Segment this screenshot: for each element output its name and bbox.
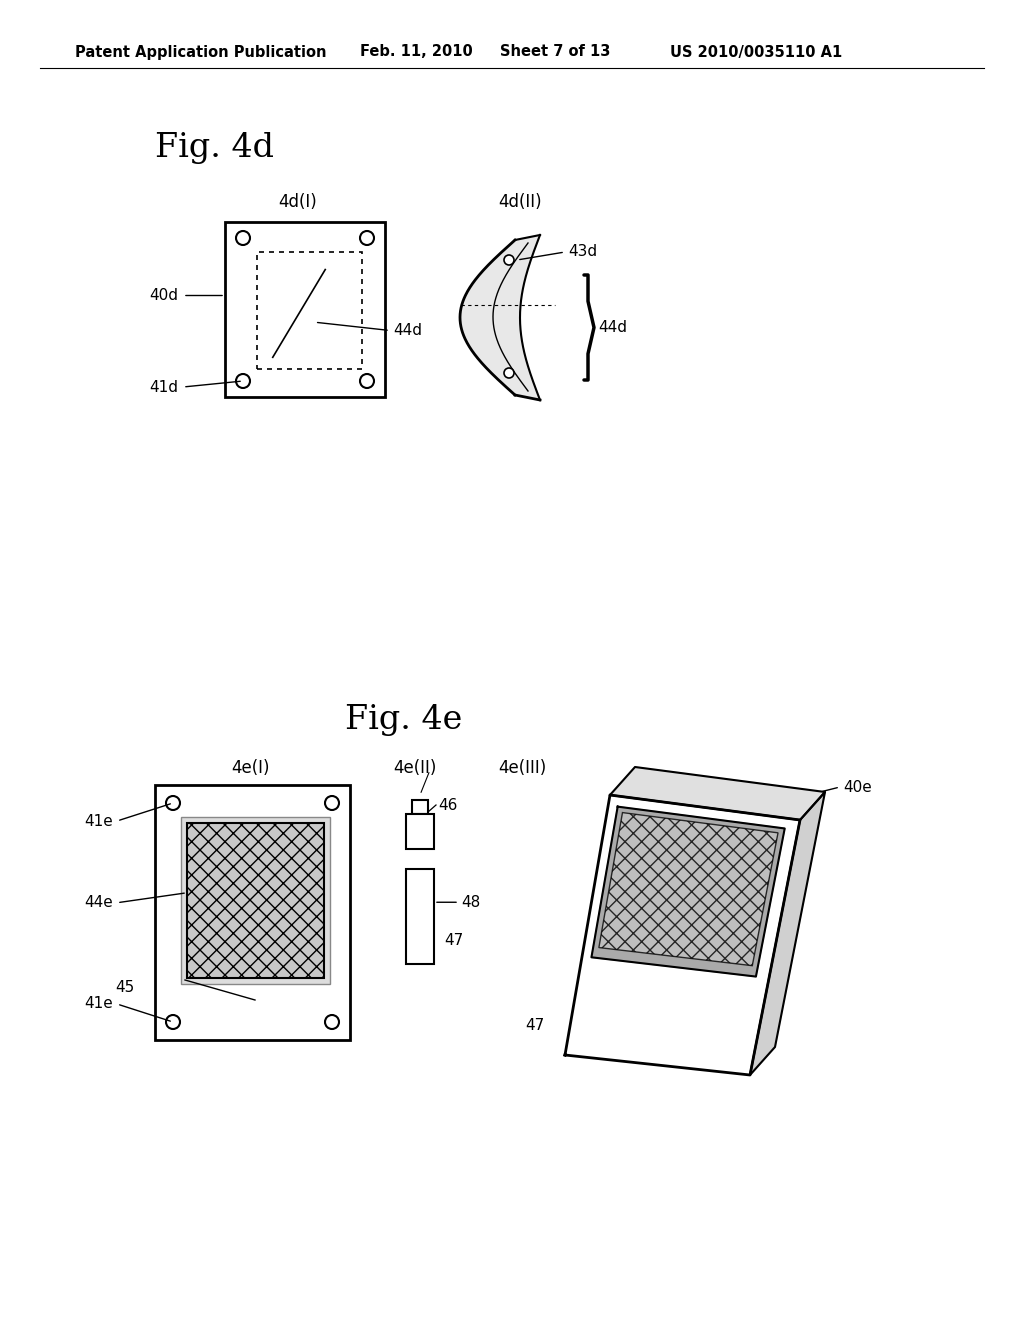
Text: 41e: 41e: [84, 813, 113, 829]
Text: Feb. 11, 2010: Feb. 11, 2010: [360, 45, 473, 59]
Circle shape: [325, 796, 339, 810]
Circle shape: [504, 368, 514, 378]
Text: 47: 47: [444, 933, 463, 948]
Text: 43d: 43d: [568, 244, 597, 260]
Text: 40d: 40d: [150, 288, 178, 304]
Text: 45: 45: [116, 981, 135, 995]
Text: 44e: 44e: [84, 895, 113, 911]
Circle shape: [504, 255, 514, 265]
Text: 44d: 44d: [598, 319, 627, 335]
Text: Fig. 4d: Fig. 4d: [155, 132, 274, 164]
Polygon shape: [460, 235, 540, 400]
Text: 48: 48: [461, 895, 480, 909]
Bar: [257, 252, 362, 370]
Text: 41e: 41e: [84, 997, 113, 1011]
Text: Fig. 4e: Fig. 4e: [345, 704, 463, 737]
Circle shape: [166, 796, 180, 810]
Text: 4e(III): 4e(III): [498, 759, 546, 777]
Circle shape: [236, 231, 250, 246]
Text: 46: 46: [438, 797, 458, 813]
Text: 4e(II): 4e(II): [393, 759, 436, 777]
Bar: [406, 869, 434, 964]
Bar: [187, 822, 324, 978]
Text: 40e: 40e: [843, 780, 871, 795]
Bar: [155, 785, 350, 1040]
Polygon shape: [565, 795, 800, 1074]
Text: 4e(I): 4e(I): [230, 759, 269, 777]
Circle shape: [166, 1015, 180, 1030]
Text: Patent Application Publication: Patent Application Publication: [75, 45, 327, 59]
Bar: [412, 800, 428, 814]
Polygon shape: [599, 813, 778, 966]
Text: 4d(II): 4d(II): [499, 193, 542, 211]
Text: 41d: 41d: [150, 380, 178, 395]
Text: Sheet 7 of 13: Sheet 7 of 13: [500, 45, 610, 59]
Polygon shape: [592, 807, 784, 977]
Circle shape: [360, 231, 374, 246]
Polygon shape: [750, 792, 825, 1074]
Circle shape: [360, 374, 374, 388]
Polygon shape: [599, 813, 778, 966]
Text: 44d: 44d: [393, 323, 422, 338]
Text: 47: 47: [525, 1018, 545, 1032]
Bar: [225, 222, 385, 397]
Text: US 2010/0035110 A1: US 2010/0035110 A1: [670, 45, 843, 59]
Circle shape: [236, 374, 250, 388]
Circle shape: [325, 1015, 339, 1030]
Bar: [181, 817, 330, 983]
Polygon shape: [610, 767, 825, 820]
Text: 4d(I): 4d(I): [279, 193, 317, 211]
Bar: [406, 814, 434, 849]
